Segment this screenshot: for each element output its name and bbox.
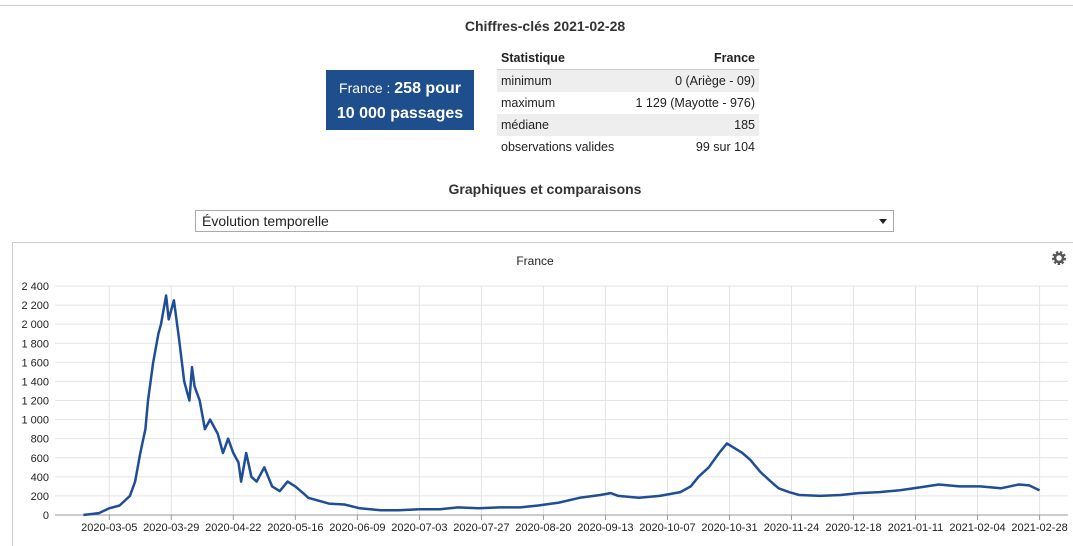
dropdown-value: Évolution temporelle bbox=[202, 213, 329, 229]
x-tick-label: 2020-09-13 bbox=[577, 522, 633, 534]
cell: 1 129 (Mayotte - 976) bbox=[635, 96, 755, 110]
chart-title: France bbox=[516, 254, 554, 268]
x-tick-label: 2020-07-27 bbox=[453, 522, 509, 534]
dropdown[interactable]: Évolution temporelle bbox=[195, 210, 894, 232]
x-tick-label: 2020-04-22 bbox=[205, 522, 261, 534]
divider bbox=[0, 5, 1073, 6]
y-tick-label: 600 bbox=[31, 453, 49, 465]
summary-prefix: France : bbox=[339, 80, 391, 96]
y-tick-label: 0 bbox=[43, 510, 49, 522]
x-tick-label: 2020-06-09 bbox=[329, 522, 385, 534]
y-tick-label: 2 400 bbox=[21, 281, 49, 293]
dropdown-arrow bbox=[879, 219, 887, 224]
x-tick-label: 2020-07-03 bbox=[391, 522, 447, 534]
y-tick-label: 400 bbox=[31, 472, 49, 484]
y-tick-label: 2 000 bbox=[21, 319, 49, 331]
x-tick-label: 2021-02-04 bbox=[949, 522, 1005, 534]
y-tick-label: 1 600 bbox=[21, 357, 49, 369]
cell: médiane bbox=[497, 114, 625, 136]
x-tick-label: 2020-10-07 bbox=[639, 522, 695, 534]
chart-panel bbox=[12, 242, 1073, 546]
x-tick-label: 2021-02-28 bbox=[1011, 522, 1067, 534]
cell: minimum bbox=[497, 69, 625, 92]
summary-box: France : 258 pour 10 000 passages bbox=[326, 70, 474, 130]
y-tick-label: 200 bbox=[31, 491, 49, 503]
cell: 99 sur 104 bbox=[695, 140, 755, 154]
x-tick-label: 2020-05-16 bbox=[267, 522, 323, 534]
y-tick-label: 800 bbox=[31, 434, 49, 446]
cell: maximum bbox=[501, 96, 556, 110]
stats-table: Statistique France minimum 0 (Ariège - 09)… bbox=[497, 47, 759, 158]
x-tick-label: 2020-10-31 bbox=[701, 522, 757, 534]
page-title: Chiffres-clés 2021-02-28 bbox=[464, 18, 626, 34]
x-tick-label: 2020-11-24 bbox=[764, 522, 819, 534]
gear-teeth bbox=[1052, 251, 1066, 265]
cell: 0 (Ariège - 09) bbox=[624, 69, 759, 92]
x-tick-label: 2020-12-18 bbox=[825, 522, 881, 534]
settings-icon[interactable] bbox=[1052, 251, 1066, 265]
y-tick-label: 1 200 bbox=[21, 396, 49, 408]
x-tick-label: 2020-08-20 bbox=[515, 522, 571, 534]
y-tick-label: 2 200 bbox=[21, 300, 49, 312]
x-tick-label: 2020-03-29 bbox=[143, 522, 199, 534]
gear-ring bbox=[1053, 252, 1065, 264]
summary-value: 258 pour bbox=[394, 80, 461, 97]
data-line bbox=[83, 294, 1041, 517]
y-tick-label: 1 800 bbox=[21, 338, 49, 350]
table-header: France bbox=[624, 47, 759, 70]
y-tick-label: 1 400 bbox=[21, 376, 49, 388]
section-title: Graphiques et comparaisons bbox=[448, 181, 642, 197]
table-header: Statistique bbox=[497, 47, 625, 70]
x-tick-label: 2020-03-05 bbox=[81, 522, 137, 534]
x-tick-label: 2021-01-11 bbox=[888, 522, 943, 534]
summary-suffix: 10 000 passages bbox=[336, 105, 464, 122]
cell: 185 bbox=[624, 114, 759, 136]
y-tick-label: 1 000 bbox=[21, 415, 49, 427]
cell: observations valides bbox=[501, 140, 615, 154]
